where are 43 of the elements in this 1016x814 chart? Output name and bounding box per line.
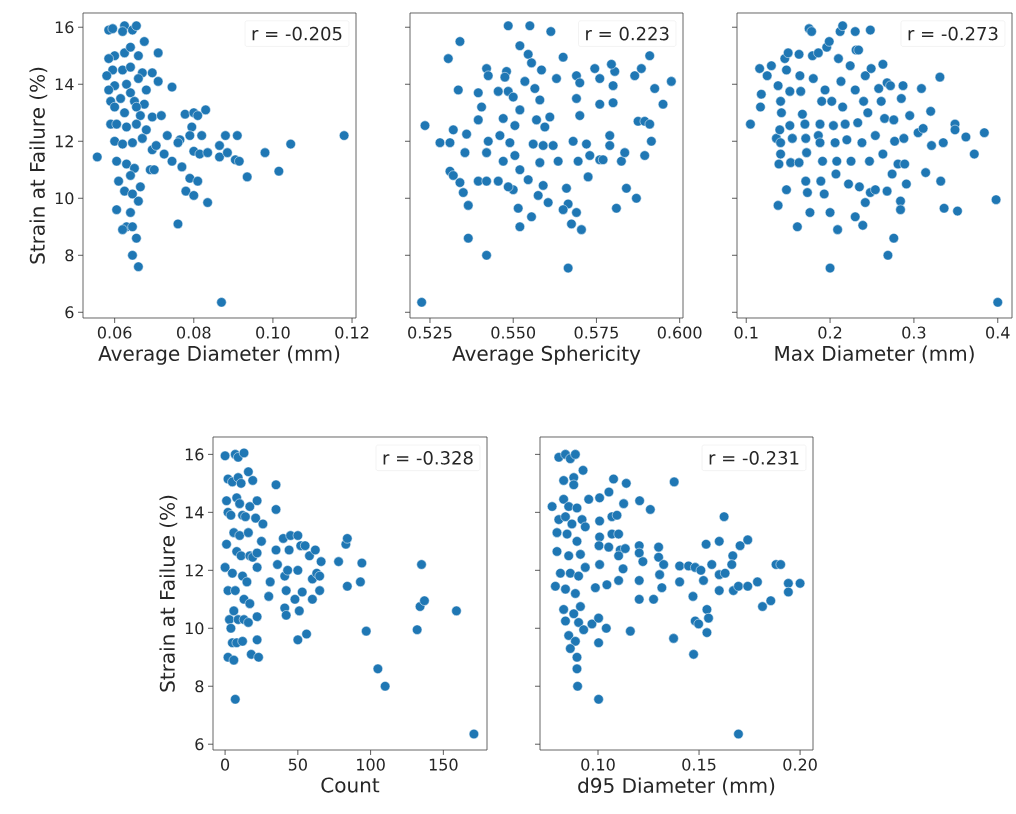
annotation: r = -0.205	[252, 26, 342, 41]
x-tick-label: 100	[357, 758, 385, 771]
x-axis-title: d95 Diameter (mm)	[578, 777, 775, 796]
x-tick-label: 0.08	[177, 326, 211, 339]
y-tick-label: 12	[185, 564, 203, 577]
y-tick-label: 10	[185, 622, 204, 635]
annotation: r = 0.223	[586, 26, 669, 41]
x-tick-label: 0.10	[256, 326, 290, 339]
y-tick-label: 16	[55, 21, 74, 34]
x-tick-label: 0.2	[818, 326, 842, 339]
x-tick-label: 0.06	[97, 326, 132, 339]
x-tick-label: 0.4	[986, 326, 1010, 339]
y-tick-label: 8	[195, 680, 204, 693]
x-axis-title: Max Diameter (mm)	[775, 345, 974, 364]
annotation: r = -0.231	[709, 451, 799, 465]
x-tick-label: 0	[221, 758, 230, 771]
annotation: r = -0.273	[908, 26, 998, 41]
y-tick-label: 6	[195, 738, 204, 751]
x-axis-title: Count	[321, 777, 380, 793]
y-tick-label: 12	[55, 135, 73, 148]
x-tick-label: 0.15	[682, 758, 716, 771]
x-tick-label: 0.525	[408, 326, 452, 339]
x-tick-label: 0.10	[581, 758, 615, 771]
y-axis-title: Strain at Failure (%)	[159, 495, 178, 692]
x-tick-label: 0.20	[783, 758, 817, 771]
x-tick-label: 0.3	[902, 326, 926, 339]
x-axis-title: Average Sphericity	[452, 345, 641, 365]
x-tick-label: 150	[429, 758, 458, 771]
y-tick-label: 8	[65, 249, 74, 262]
y-tick-label: 6	[65, 306, 74, 319]
x-tick-label: 0.600	[657, 326, 702, 339]
y-tick-label: 14	[185, 506, 204, 519]
x-tick-label: 50	[288, 758, 307, 771]
x-tick-label: 0.12	[335, 326, 369, 339]
y-tick-label: 10	[55, 192, 74, 205]
x-tick-label: 0.1	[734, 326, 758, 339]
x-tick-label: 0.575	[574, 326, 618, 339]
x-axis-title: Average Diameter (mm)	[98, 345, 340, 365]
y-axis-title: Strain at Failure (%)	[29, 67, 48, 264]
annotation: r = -0.328	[383, 451, 473, 465]
x-tick-label: 0.550	[491, 326, 536, 339]
y-tick-label: 16	[185, 448, 204, 461]
y-tick-label: 14	[55, 78, 74, 91]
